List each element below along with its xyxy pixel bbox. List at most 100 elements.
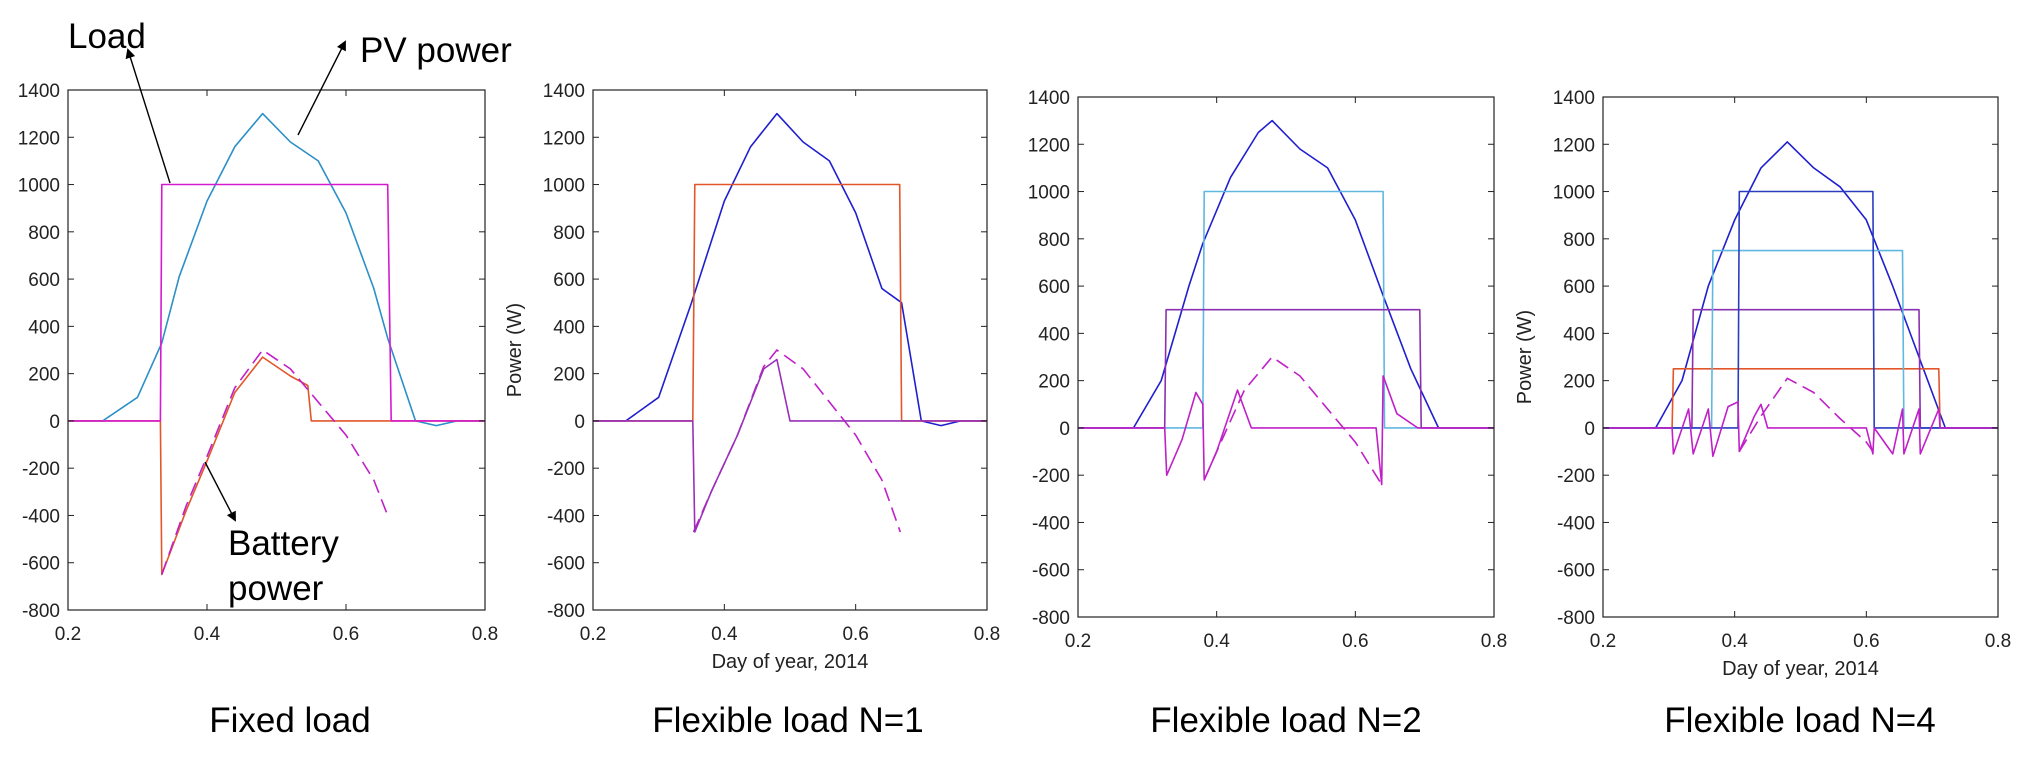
y-tick-label: -600 xyxy=(1557,561,1595,582)
x-tick-label: 0.8 xyxy=(1481,631,1507,652)
x-tick-label: 0.6 xyxy=(1853,631,1879,652)
y-tick-label: 200 xyxy=(1038,372,1070,393)
series-line-5 xyxy=(1603,190,1998,429)
panel-caption: Flexible load N=4 xyxy=(1664,701,1935,740)
y-tick-label: 800 xyxy=(28,223,60,244)
axes-frame xyxy=(67,89,486,611)
y-tick-label: -600 xyxy=(1032,561,1070,582)
series-line-1 xyxy=(68,112,485,427)
y-tick-label: 1000 xyxy=(18,176,60,197)
panel-caption: Fixed load xyxy=(209,701,370,740)
series-line-1 xyxy=(1078,119,1494,429)
y-tick-label: 400 xyxy=(1038,324,1070,345)
y-tick-label: 600 xyxy=(1038,277,1070,298)
series-line-1 xyxy=(1603,141,1998,429)
y-tick-label: 600 xyxy=(28,270,60,291)
series-group xyxy=(1603,141,1998,458)
y-tick-label: 1200 xyxy=(543,128,585,149)
y-tick-label: 200 xyxy=(553,365,585,386)
annotation-load: Load xyxy=(68,17,146,56)
axes-frame xyxy=(1602,96,1999,618)
y-tick-label: -400 xyxy=(22,506,60,527)
y-tick-label: 200 xyxy=(1563,372,1595,393)
series-line-1 xyxy=(593,112,987,427)
x-tick-label: 0.2 xyxy=(1065,631,1091,652)
series-line-2 xyxy=(593,183,987,422)
series-line-7 xyxy=(1603,401,1998,458)
y-tick-label: 1200 xyxy=(1028,135,1070,156)
series-line-4 xyxy=(593,358,987,533)
y-tick-label: 0 xyxy=(1059,419,1070,440)
y-tick-label: 200 xyxy=(28,365,60,386)
y-tick-label: 800 xyxy=(1563,230,1595,251)
x-tick-label: 0.6 xyxy=(1342,631,1368,652)
series-line-6 xyxy=(1738,377,1874,452)
y-tick-label: -800 xyxy=(1557,608,1595,629)
x-tick-label: 0.4 xyxy=(711,624,738,645)
x-tick-label: 0.4 xyxy=(1203,631,1230,652)
y-tick-label: 600 xyxy=(1563,277,1595,298)
annotation-power: power xyxy=(228,569,324,608)
y-tick-label: -800 xyxy=(547,601,585,622)
y-tick-label: 400 xyxy=(1563,324,1595,345)
series-line-3 xyxy=(692,349,902,533)
series-line-3 xyxy=(161,349,389,575)
x-tick-label: 0.6 xyxy=(333,624,359,645)
x-tick-label: 0.2 xyxy=(580,624,606,645)
y-tick-label: 1000 xyxy=(543,176,585,197)
y-tick-label: -200 xyxy=(22,459,60,480)
battery-arrow xyxy=(204,461,236,522)
y-tick-label: -600 xyxy=(22,554,60,575)
x-tick-label: 0.2 xyxy=(55,624,81,645)
annotations: Load PV power Battery power xyxy=(68,17,512,608)
series-line-5 xyxy=(1078,375,1494,486)
y-tick-label: -400 xyxy=(1032,513,1070,534)
y-tick-label: 1200 xyxy=(18,128,60,149)
axes-frame xyxy=(1077,96,1495,618)
chart-panel-1: 1400 1200 1000 800 600 400 200 0 -200 -400 -600 -80… xyxy=(18,81,498,740)
y-tick-label: 1400 xyxy=(543,81,585,102)
y-tick-label: 800 xyxy=(553,223,585,244)
series-line-3 xyxy=(1078,308,1494,429)
y-tick-label: 0 xyxy=(1584,419,1595,440)
x-tick-label: 0.8 xyxy=(974,624,1000,645)
y-tick-label: -400 xyxy=(1557,513,1595,534)
series-line-4 xyxy=(68,183,485,422)
y-tick-label: 1400 xyxy=(1028,88,1070,109)
panel-caption: Flexible load N=1 xyxy=(652,701,923,740)
x-tick-label: 0.8 xyxy=(1985,631,2011,652)
panel-caption: Flexible load N=2 xyxy=(1150,701,1421,740)
y-tick-label: 0 xyxy=(49,412,60,433)
y-tick-label: 0 xyxy=(574,412,585,433)
x-axis-label: Day of year, 2014 xyxy=(1722,658,1879,680)
y-tick-label: -200 xyxy=(547,459,585,480)
series-group xyxy=(1078,119,1494,486)
chart-panel-4: 1400 1200 1000 800 600 400 200 0 -200 -400 -600 -80… xyxy=(1514,88,2011,740)
x-tick-label: 0.8 xyxy=(472,624,498,645)
y-tick-label: -400 xyxy=(547,506,585,527)
x-tick-label: 0.2 xyxy=(1590,631,1616,652)
y-axis-label: Power (W) xyxy=(504,303,526,397)
chart-panel-2: 1400 1200 1000 800 600 400 200 0 -200 -400 -600 -80… xyxy=(504,81,1000,740)
y-tick-label: -800 xyxy=(1032,608,1070,629)
load-arrow xyxy=(125,48,171,184)
y-tick-label: 400 xyxy=(553,317,585,338)
y-tick-label: 1400 xyxy=(18,81,60,102)
y-tick-label: 800 xyxy=(1038,230,1070,251)
x-tick-label: 0.6 xyxy=(842,624,868,645)
axes-frame xyxy=(592,89,988,611)
y-tick-label: -200 xyxy=(1032,466,1070,487)
series-group xyxy=(593,112,987,533)
y-tick-label: 1400 xyxy=(1553,88,1595,109)
annotation-pv-power: PV power xyxy=(360,31,512,70)
x-tick-label: 0.4 xyxy=(194,624,221,645)
y-tick-label: 600 xyxy=(553,270,585,291)
y-tick-label: 1000 xyxy=(1028,183,1070,204)
y-tick-label: 1200 xyxy=(1553,135,1595,156)
x-axis-label: Day of year, 2014 xyxy=(712,651,869,673)
pv-arrow xyxy=(297,40,346,136)
y-tick-label: 1000 xyxy=(1553,183,1595,204)
series-line-4 xyxy=(1203,356,1383,486)
y-axis-label: Power (W) xyxy=(1514,310,1536,404)
